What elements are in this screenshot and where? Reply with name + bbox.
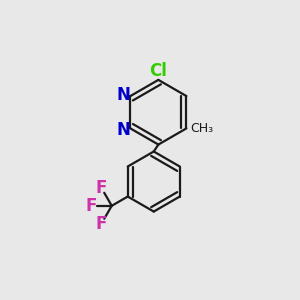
Text: CH₃: CH₃: [190, 122, 213, 135]
Text: F: F: [96, 179, 107, 197]
Text: F: F: [96, 215, 107, 233]
Text: F: F: [85, 197, 97, 215]
Text: N: N: [116, 121, 130, 139]
Text: N: N: [116, 86, 130, 104]
Text: Cl: Cl: [149, 62, 167, 80]
